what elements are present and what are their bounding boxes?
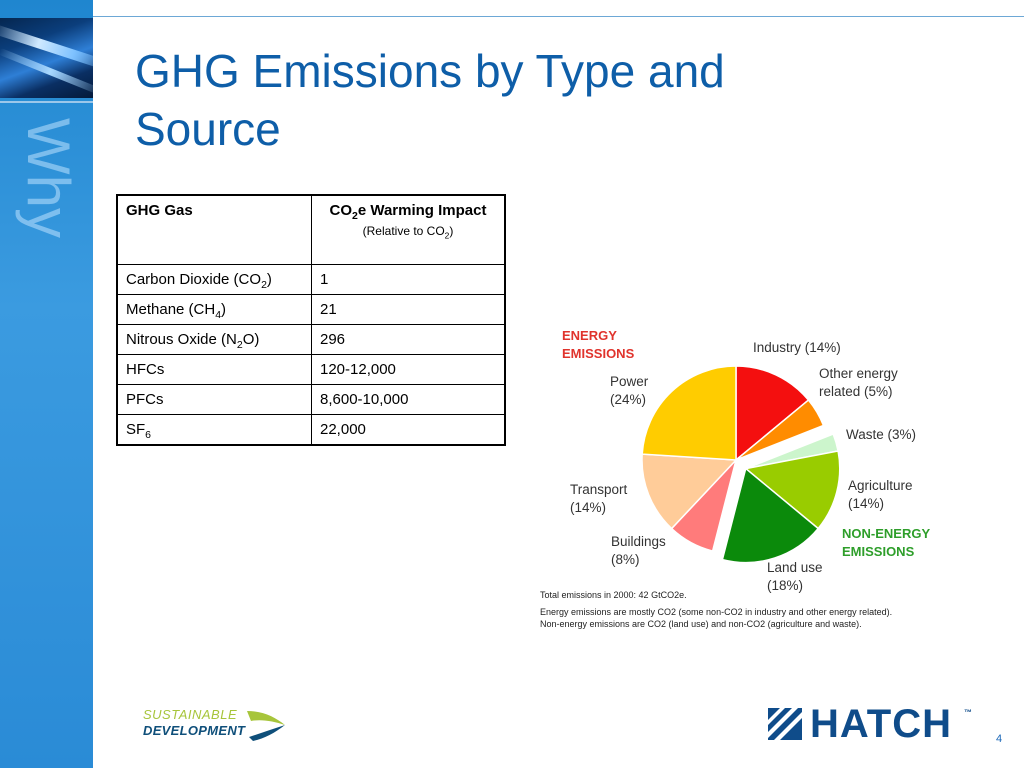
gas-cell: HFCs	[116, 354, 312, 385]
page-number: 4	[996, 733, 1003, 745]
impact-cell: 8,600-10,000	[311, 384, 506, 415]
slice-label-land-use: Land use (18%)	[767, 560, 826, 593]
sidebar: Why	[0, 0, 93, 768]
slice-label-agriculture-line2: (14%)	[848, 496, 884, 511]
pie-slice-industry	[735, 365, 810, 462]
slice-label-other-energy: Other energy related (5%)	[819, 366, 902, 399]
hatch-logo: HATCH ™	[768, 702, 978, 746]
slice-label-waste-line1: Waste (3%)	[846, 427, 916, 442]
hatch-logo-text: HATCH	[810, 702, 953, 746]
pie-slice-land-use	[721, 467, 820, 564]
slice-label-waste: Waste (3%)	[846, 427, 916, 442]
slice-label-landuse-line1: Land use	[767, 560, 823, 575]
gas-cell: Methane (CH4)	[116, 294, 312, 325]
gas-cell: Nitrous Oxide (N2O)	[116, 324, 312, 355]
gas-cell: Carbon Dioxide (CO2)	[116, 264, 312, 295]
ghg-table: GHG Gas CO2e Warming Impact (Relative to…	[116, 194, 506, 446]
top-rule	[93, 16, 1024, 17]
gas-cell: PFCs	[116, 384, 312, 415]
impact-cell: 22,000	[311, 414, 506, 446]
slice-label-industry: Industry (14%)	[753, 340, 841, 355]
table-row: HFCs 120-12,000	[116, 354, 506, 385]
pie-slice-transport	[641, 453, 738, 530]
slice-label-power-line1: Power	[610, 374, 649, 389]
hatch-trademark: ™	[964, 708, 972, 717]
pie-slice-power	[641, 365, 737, 461]
slice-label-industry-line1: Industry (14%)	[753, 340, 841, 355]
sd-logo-line1: SUSTAINABLE	[143, 707, 238, 722]
slice-label-landuse-line2: (18%)	[767, 578, 803, 593]
slice-label-power-line2: (24%)	[610, 392, 646, 407]
header-gas: GHG Gas	[116, 194, 312, 265]
slice-label-other-line2: related (5%)	[819, 384, 893, 399]
impact-cell: 1	[311, 264, 506, 295]
group-label-energy-line2: EMISSIONS	[562, 346, 635, 361]
group-label-non-energy-line1: NON-ENERGY	[842, 526, 930, 541]
table-row: Carbon Dioxide (CO2) 1	[116, 264, 506, 295]
slide-title: GHG Emissions by Type and Source	[135, 45, 725, 155]
slice-label-power: Power (24%)	[610, 374, 652, 407]
slice-label-transport-line2: (14%)	[570, 500, 606, 515]
sidebar-photo	[0, 18, 93, 98]
table-row: SF6 22,000	[116, 414, 506, 446]
table-header-row: GHG Gas CO2e Warming Impact (Relative to…	[116, 194, 506, 265]
chart-note-total: Total emissions in 2000: 42 GtCO2e.	[540, 590, 687, 600]
sidebar-divider	[0, 101, 93, 103]
sustainable-development-logo: SUSTAINABLE DEVELOPMENT	[143, 703, 288, 745]
hatch-mark-icon	[768, 708, 802, 740]
impact-cell: 120-12,000	[311, 354, 506, 385]
sidebar-word: Why	[15, 118, 82, 238]
impact-cell: 296	[311, 324, 506, 355]
table-row: PFCs 8,600-10,000	[116, 384, 506, 415]
impact-cell: 21	[311, 294, 506, 325]
group-label-non-energy: NON-ENERGY EMISSIONS	[842, 526, 934, 559]
chart-note-non-energy: Non-energy emissions are CO2 (land use) …	[540, 619, 862, 629]
slice-label-transport: Transport (14%)	[570, 482, 631, 515]
slice-label-other-line1: Other energy	[819, 366, 898, 381]
slice-label-buildings-line1: Buildings	[611, 534, 666, 549]
slice-label-buildings-line2: (8%)	[611, 552, 640, 567]
pie-slice-other-energy-related	[735, 399, 825, 461]
slice-label-agriculture-line1: Agriculture	[848, 478, 913, 493]
table-row: Nitrous Oxide (N2O) 296	[116, 324, 506, 355]
header-impact-sub: (Relative to CO2)	[362, 224, 454, 241]
header-impact: CO2e Warming Impact (Relative to CO2)	[311, 194, 506, 265]
header-impact-label: CO2e Warming Impact	[329, 202, 487, 222]
table-row: Methane (CH4) 21	[116, 294, 506, 325]
chart-note-energy: Energy emissions are mostly CO2 (some no…	[540, 607, 892, 617]
group-label-energy-line1: ENERGY	[562, 328, 617, 343]
gas-cell: SF6	[116, 414, 312, 446]
slice-label-transport-line1: Transport	[570, 482, 628, 497]
slice-label-agriculture: Agriculture (14%)	[848, 478, 916, 511]
group-label-energy: ENERGY EMISSIONS	[562, 328, 635, 361]
swoosh-icon	[247, 711, 285, 741]
light-streak	[0, 23, 93, 71]
sd-logo-line2: DEVELOPMENT	[143, 723, 246, 738]
group-label-non-energy-line2: EMISSIONS	[842, 544, 915, 559]
pie-slice-agriculture	[744, 450, 841, 530]
emissions-pie-chart: ENERGY EMISSIONS NON-ENERGY EMISSIONS In…	[540, 328, 934, 629]
slice-label-buildings: Buildings (8%)	[611, 534, 670, 567]
